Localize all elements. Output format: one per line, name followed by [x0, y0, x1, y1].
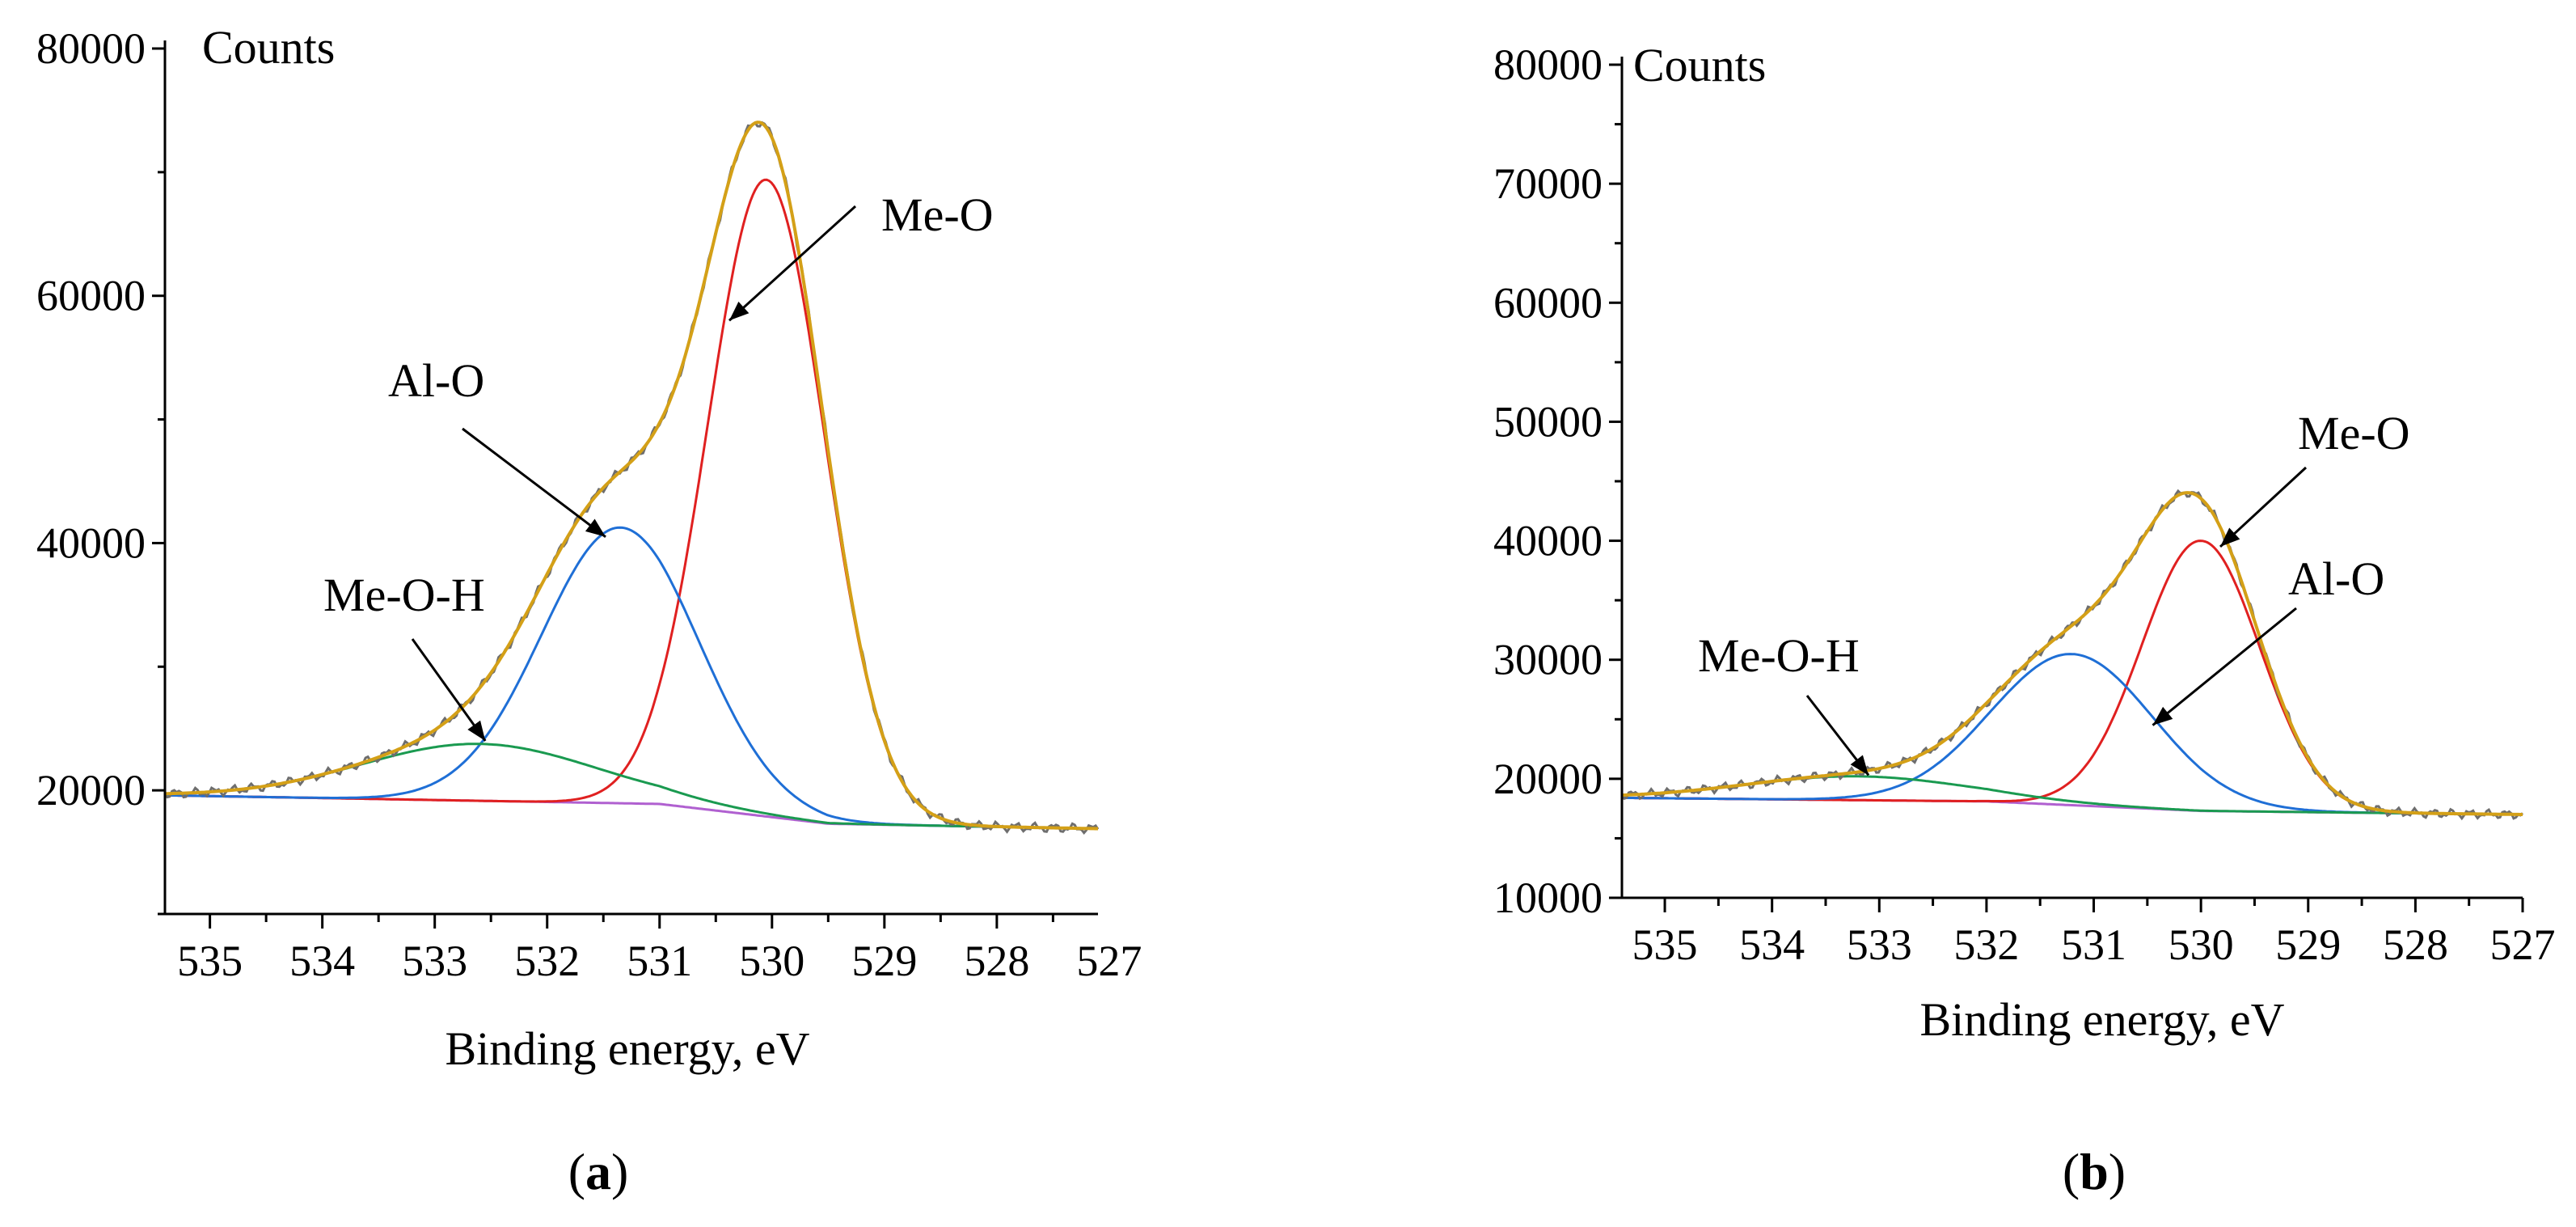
x-tick-label-b: 533: [1847, 920, 1912, 969]
annotation-arrowhead-a: [585, 518, 606, 537]
annotation-al-o-a: Al-O: [388, 354, 484, 407]
x-tick-label-b: 527: [2490, 920, 2556, 969]
x-tick-label-a: 528: [964, 937, 1029, 985]
series-envelope-b: [1621, 491, 2523, 816]
annotation-arrow-b: [2152, 607, 2297, 726]
x-tick-label-b: 534: [1739, 920, 1805, 969]
y-tick-label-b: 30000: [1493, 636, 1603, 684]
x-tick-label-b: 530: [2168, 920, 2234, 969]
x-tick-label-a: 533: [402, 937, 467, 985]
series-layer-a: [163, 121, 1100, 835]
y-tick-label-b: 20000: [1493, 755, 1603, 803]
x-tick-label-b: 528: [2383, 920, 2448, 969]
series-layer-b: [1620, 489, 2524, 821]
y-tick-label-b: 70000: [1493, 159, 1603, 208]
tick-labels-a: 20000 40000 60000 80000 535 534 533 532 531 530 52…: [36, 24, 1142, 985]
axes-b: [1609, 57, 2524, 912]
x-tick-label-a: 534: [289, 937, 355, 985]
x-tick-label-a: 527: [1076, 937, 1142, 985]
panel-label-b: (b): [2063, 1143, 2126, 1200]
annotation-arrow-a: [411, 638, 487, 742]
annotation-me-o-h-b: Me-O-H: [1698, 629, 1860, 682]
y-axis-title-b: Counts: [1633, 39, 1766, 91]
y-tick-label-a: 80000: [36, 24, 146, 73]
x-tick-label-b: 531: [2061, 920, 2126, 969]
y-tick-label-b: 10000: [1493, 874, 1603, 922]
x-axis-title-b: Binding energy, eV: [1919, 993, 2284, 1046]
annotation-arrow-a: [728, 205, 857, 322]
panel-label-a: (a): [568, 1143, 629, 1200]
annotation-me-o-a: Me-O: [881, 188, 994, 241]
y-axis-title-a: Counts: [202, 21, 335, 74]
annotation-arrow-a: [462, 427, 606, 538]
y-tick-label-b: 50000: [1493, 397, 1603, 446]
x-tick-label-b: 532: [1953, 920, 2019, 969]
x-tick-label-a: 529: [851, 937, 917, 985]
y-tick-label-b: 80000: [1493, 40, 1603, 89]
y-tick-label-a: 40000: [36, 518, 146, 567]
annotation-arrowhead-b: [2220, 527, 2240, 547]
y-tick-label-b: 60000: [1493, 278, 1603, 327]
y-tick-label-a: 20000: [36, 766, 146, 814]
annotation-me-o-b: Me-O: [2298, 407, 2410, 459]
series-experimental-b: [1620, 489, 2524, 821]
annotation-arrowhead-b: [1850, 755, 1869, 776]
chart-panel-b: 10000 20000 30000 40000 50000 60000 70000 80000…: [1493, 39, 2556, 1200]
series-me-o-a: [165, 178, 1098, 830]
annotation-arrowhead-b: [2152, 706, 2173, 726]
tick-labels-b: 10000 20000 30000 40000 50000 60000 70000 80000…: [1493, 40, 2556, 969]
annotations-a: Me-O Al-O Me-O-H: [323, 188, 994, 742]
series-al-o-a: [165, 526, 1098, 830]
axes-a: [152, 40, 1098, 929]
annotation-arrowhead-a: [467, 720, 486, 741]
series-envelope-a: [165, 121, 1098, 831]
x-tick-label-a: 532: [514, 937, 580, 985]
annotation-al-o-b: Al-O: [2288, 552, 2384, 605]
x-tick-label-a: 531: [627, 937, 692, 985]
y-tick-label-b: 40000: [1493, 517, 1603, 565]
annotation-arrowhead-a: [728, 301, 750, 321]
annotations-b: Me-O Al-O Me-O-H: [1698, 407, 2410, 776]
x-tick-label-a: 530: [739, 937, 804, 985]
x-axis-title-a: Binding energy, eV: [445, 1022, 809, 1075]
chart-panel-a: 20000 40000 60000 80000 535 534 533 532 531 530 52…: [36, 21, 1142, 1200]
y-tick-label-a: 60000: [36, 272, 146, 320]
x-tick-label-b: 529: [2275, 920, 2341, 969]
annotation-me-o-h-a: Me-O-H: [323, 569, 485, 621]
x-tick-label-a: 535: [177, 937, 243, 985]
x-tick-label-b: 535: [1632, 920, 1698, 969]
